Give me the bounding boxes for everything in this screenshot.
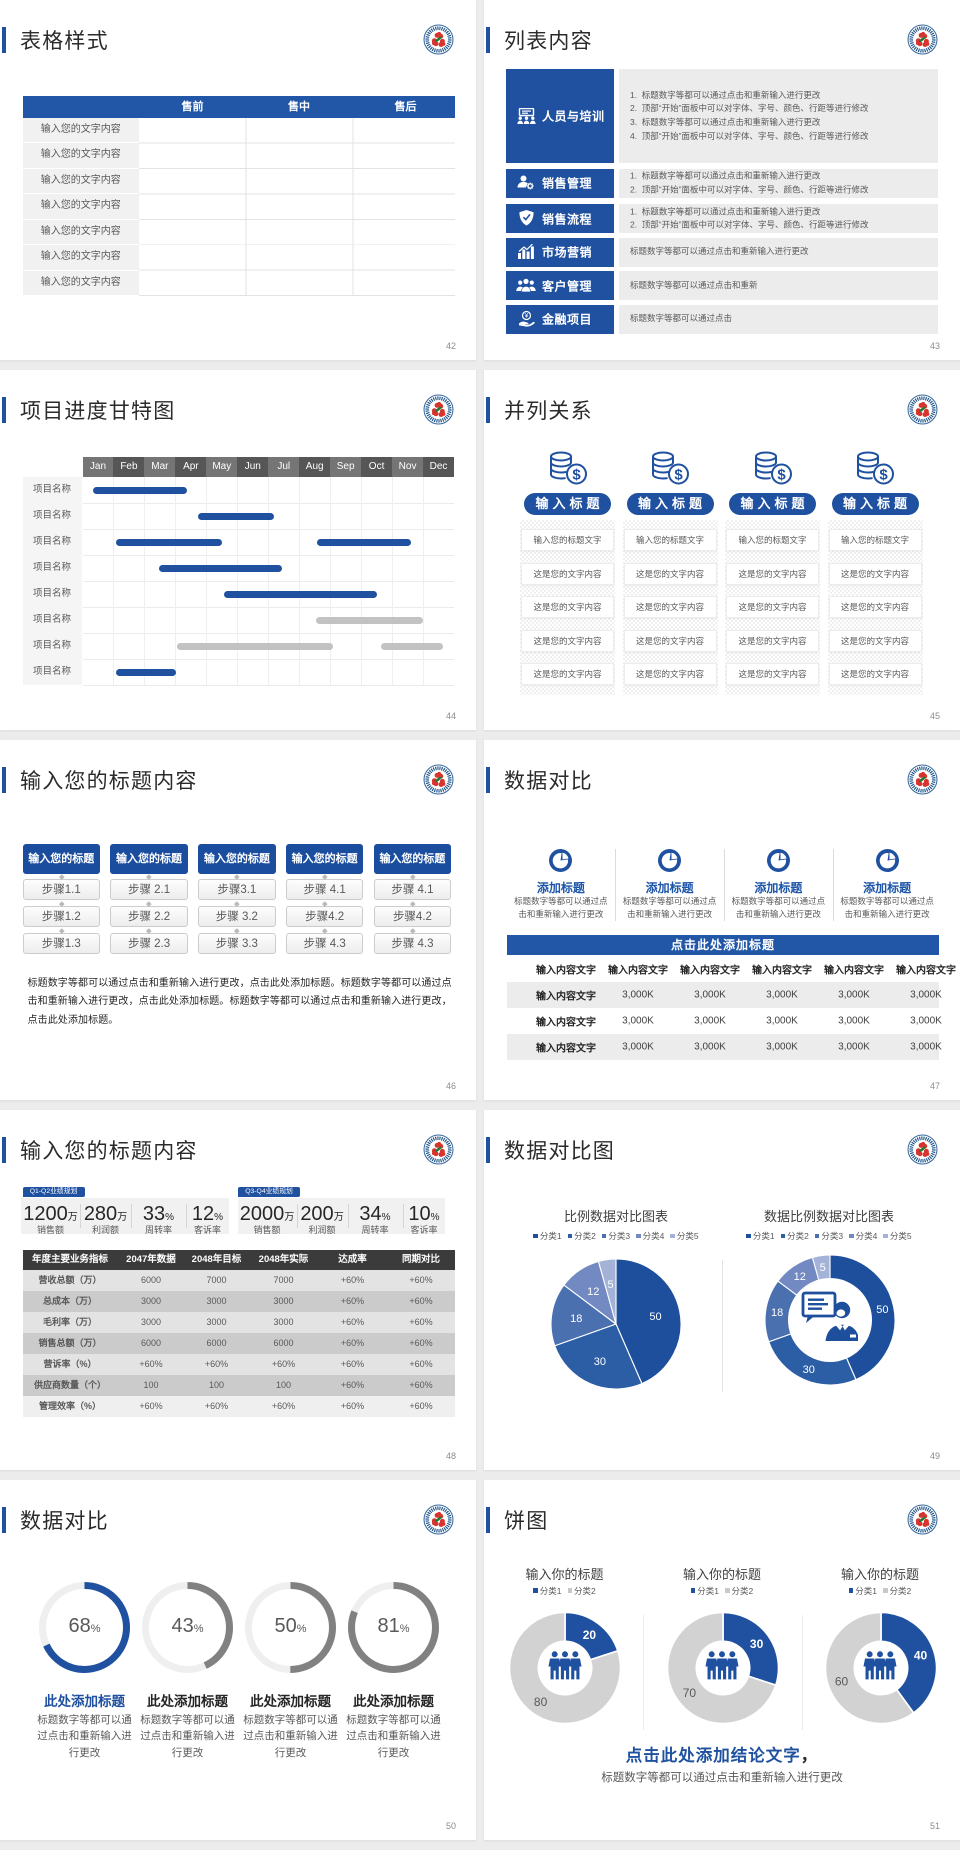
svg-text:$: $ [777, 466, 786, 483]
svg-text:18: 18 [770, 1307, 782, 1319]
svg-text:18: 18 [570, 1313, 582, 1325]
svg-text:12: 12 [587, 1286, 599, 1298]
svg-text:12: 12 [793, 1271, 805, 1283]
svg-text:70: 70 [682, 1685, 696, 1699]
svg-text:30: 30 [749, 1637, 763, 1651]
svg-text:30: 30 [594, 1356, 606, 1368]
svg-text:$: $ [572, 466, 581, 483]
svg-text:50: 50 [649, 1311, 661, 1323]
svg-text:20: 20 [583, 1627, 597, 1641]
svg-text:30: 30 [802, 1364, 814, 1376]
svg-text:$: $ [879, 466, 888, 483]
svg-text:80: 80 [534, 1695, 548, 1709]
svg-text:$: $ [674, 466, 683, 483]
svg-text:5: 5 [819, 1262, 825, 1274]
svg-text:60: 60 [834, 1674, 848, 1688]
svg-text:50: 50 [876, 1304, 888, 1316]
svg-text:5: 5 [607, 1279, 613, 1291]
svg-text:¥: ¥ [524, 312, 528, 319]
svg-text:40: 40 [913, 1648, 927, 1662]
